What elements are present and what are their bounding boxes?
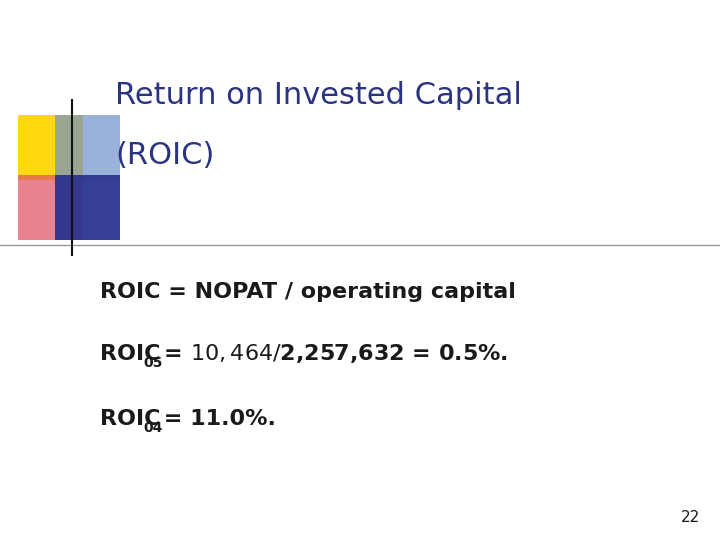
Text: 22: 22 — [680, 510, 700, 525]
Text: ROIC = NOPAT / operating capital: ROIC = NOPAT / operating capital — [100, 282, 516, 302]
Bar — [55, 175, 120, 240]
Text: = $10,464 / $2,257,632 = 0.5%.: = $10,464 / $2,257,632 = 0.5%. — [156, 342, 508, 365]
Text: 05: 05 — [143, 356, 163, 370]
Text: 04: 04 — [143, 421, 163, 435]
Bar — [18, 115, 83, 180]
Text: (ROIC): (ROIC) — [115, 141, 215, 170]
Text: = 11.0%.: = 11.0%. — [156, 409, 276, 429]
Bar — [55, 115, 120, 180]
Text: Return on Invested Capital: Return on Invested Capital — [115, 81, 522, 110]
Text: ROIC: ROIC — [100, 409, 161, 429]
Text: ROIC: ROIC — [100, 344, 161, 364]
Bar — [18, 175, 83, 240]
